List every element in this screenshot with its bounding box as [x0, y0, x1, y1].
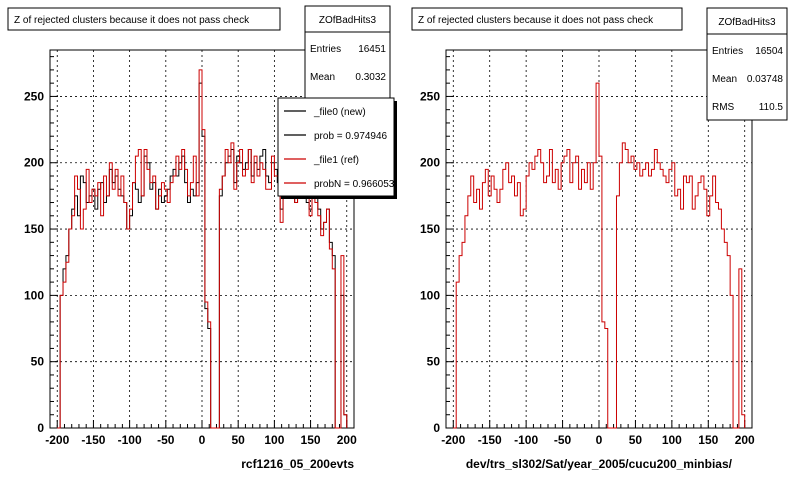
y-tick-label: 150 — [24, 222, 44, 236]
x-tick-label: 0 — [596, 433, 603, 447]
x-tick-label: 50 — [629, 433, 643, 447]
stats-value: 110.5 — [759, 102, 784, 113]
stats-label: Entries — [712, 46, 743, 57]
x-tick-label: -50 — [157, 433, 175, 447]
stats-name: ZOfBadHits3 — [718, 17, 776, 28]
chart-title: Z of rejected clusters because it does n… — [418, 15, 654, 26]
x-axis-title: rcf1216_05_200evts — [241, 457, 354, 471]
x-tick-label: -150 — [81, 433, 105, 447]
x-tick-label: 100 — [662, 433, 682, 447]
x-tick-label: 100 — [264, 433, 284, 447]
chart-title: Z of rejected clusters because it does n… — [14, 15, 250, 26]
y-tick-label: 50 — [31, 355, 45, 369]
stats-label: RMS — [712, 102, 735, 113]
y-tick-label: 150 — [420, 222, 440, 236]
legend-label: prob = 0.974946 — [314, 131, 388, 142]
x-tick-label: 150 — [301, 433, 321, 447]
y-tick-label: 100 — [420, 288, 440, 302]
legend-label: probN = 0.966053 — [314, 179, 395, 190]
x-tick-label: -50 — [554, 433, 572, 447]
y-tick-label: 50 — [427, 355, 441, 369]
x-tick-label: 50 — [232, 433, 246, 447]
x-tick-label: -150 — [478, 433, 502, 447]
x-tick-label: 150 — [698, 433, 718, 447]
stats-label: Mean — [310, 72, 335, 83]
chart-panel-2: -200 -150 -100 -50 0 50 100 150 200 0 50 100 150 200 2… — [411, 7, 788, 471]
y-tick-label: 0 — [433, 421, 440, 435]
y-tick-label: 200 — [24, 156, 44, 170]
y-tick-label: 250 — [24, 89, 44, 103]
histogram-series-1 — [453, 82, 746, 429]
x-tick-label: -100 — [118, 433, 142, 447]
stats-name: ZOfBadHits3 — [319, 15, 377, 26]
stats-value: 16504 — [755, 46, 783, 57]
x-tick-label: -200 — [441, 433, 465, 447]
stats-box — [706, 7, 788, 121]
legend-label: _file0 (new) — [313, 107, 366, 118]
x-tick-label: -100 — [514, 433, 538, 447]
x-tick-label: 200 — [337, 433, 357, 447]
x-tick-label: 200 — [735, 433, 755, 447]
x-tick-label: 0 — [199, 433, 206, 447]
stats-label: Entries — [310, 44, 341, 55]
y-tick-label: 0 — [37, 421, 44, 435]
stats-value: 0.3032 — [355, 72, 386, 83]
stats-value: 0.03748 — [747, 74, 784, 85]
y-tick-label: 200 — [420, 156, 440, 170]
x-tick-label: -200 — [45, 433, 69, 447]
title-box — [411, 7, 683, 31]
legend-label: _file1 (ref) — [313, 155, 359, 166]
y-tick-label: 100 — [24, 288, 44, 302]
title-box — [7, 7, 281, 31]
chart-panel-1: -200 -150 -100 -50 0 50 100 150 200 0 50 100 150 200 2… — [7, 5, 397, 471]
stats-value: 16451 — [358, 44, 386, 55]
x-axis-title: dev/trs_sl302/Sat/year_2005/cucu200_minb… — [466, 457, 733, 471]
y-tick-label: 250 — [420, 89, 440, 103]
legend-box — [277, 97, 395, 197]
stats-label: Mean — [712, 74, 737, 85]
